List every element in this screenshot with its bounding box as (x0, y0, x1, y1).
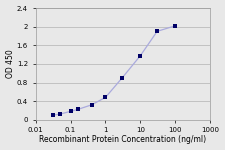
Point (76, 108, 79, 111)
Point (155, 30, 159, 33)
Point (90, 104, 93, 106)
Point (69, 110, 72, 112)
Y-axis label: OD 450: OD 450 (6, 50, 15, 78)
Point (58, 113, 62, 115)
Point (120, 77, 124, 79)
Point (139, 54, 142, 57)
Point (51, 114, 55, 116)
X-axis label: Recombinant Protein Concentration (ng/ml): Recombinant Protein Concentration (ng/ml… (39, 135, 207, 144)
Point (104, 96, 107, 99)
Point (174, 25, 177, 27)
